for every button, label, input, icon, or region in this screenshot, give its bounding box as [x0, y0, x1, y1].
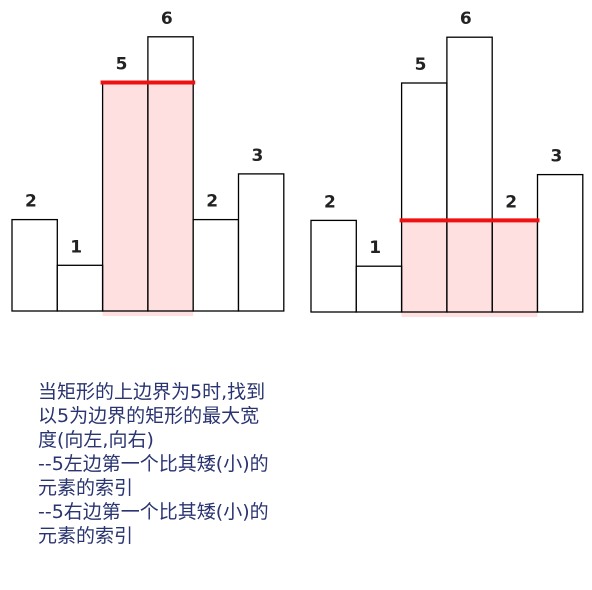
caption-line: 元素的索引 [38, 477, 134, 499]
bar-value-label: 3 [551, 147, 563, 167]
caption-line: 度(向左,向右) [38, 429, 154, 451]
bar-value-label: 5 [116, 55, 128, 75]
bar-value-label: 2 [206, 192, 218, 212]
caption-line: 当矩形的上边界为5时,找到 [38, 381, 266, 403]
bar-value-label: 5 [415, 55, 427, 75]
caption-line: 元素的索引 [38, 525, 134, 547]
bar [536, 173, 584, 313]
histogram-left: 2 1 5 6 2 3 [11, 9, 285, 316]
bar-value-label: 1 [70, 237, 82, 257]
histogram-diagram: 2 1 5 6 2 3 2 1 5 6 2 3 [11, 9, 584, 317]
highlight-region [401, 220, 538, 317]
caption-line: --5右边第一个比其矮(小)的 [38, 501, 269, 523]
caption-line: 以5为边界的矩形的最大宽 [38, 405, 260, 427]
histogram-right: 2 1 5 6 2 3 [310, 9, 584, 317]
bar [310, 219, 357, 313]
bar [446, 36, 493, 313]
caption-line: --5左边第一个比其矮(小)的 [38, 453, 269, 475]
bar-value-label: 1 [369, 238, 381, 258]
bar [11, 218, 58, 312]
bar-value-label: 3 [252, 146, 264, 166]
bar-value-label: 6 [161, 9, 173, 29]
caption-text: 当矩形的上边界为5时,找到 以5为边界的矩形的最大宽 度(向左,向右) --5左… [38, 380, 338, 548]
bar-value-label: 2 [25, 192, 37, 212]
bar [147, 36, 194, 312]
bar [237, 173, 285, 312]
bar [192, 218, 240, 312]
bar [56, 264, 104, 312]
bar-value-label: 2 [505, 192, 517, 212]
bar-value-label: 6 [460, 9, 472, 29]
bar-value-label: 2 [324, 192, 336, 212]
bar [355, 265, 403, 313]
